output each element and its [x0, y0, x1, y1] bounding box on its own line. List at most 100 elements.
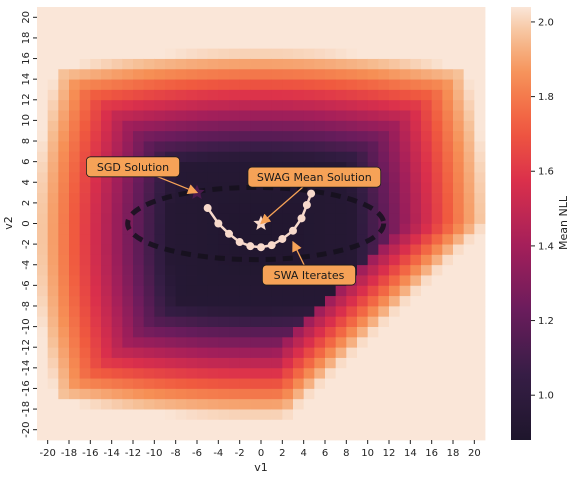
- heatmap-cell: [400, 172, 411, 183]
- heatmap-cell: [464, 182, 475, 193]
- heatmap-cell: [336, 327, 347, 338]
- heatmap-cell: [176, 100, 187, 111]
- heatmap-cell: [90, 59, 101, 70]
- heatmap-cell: [69, 131, 80, 142]
- heatmap-cell: [410, 120, 421, 131]
- heatmap-cell: [282, 193, 293, 204]
- heatmap-cell: [58, 162, 69, 173]
- heatmap-cell: [272, 316, 283, 327]
- heatmap-cell: [410, 244, 421, 255]
- heatmap-cell: [218, 69, 229, 80]
- heatmap-cell: [250, 38, 261, 49]
- heatmap-cell: [389, 120, 400, 131]
- heatmap-cell: [400, 430, 411, 441]
- heatmap-cell: [325, 285, 336, 296]
- heatmap-cell: [186, 316, 197, 327]
- heatmap-cell: [357, 69, 368, 80]
- heatmap-cell: [410, 17, 421, 28]
- heatmap-cell: [357, 316, 368, 327]
- heatmap-cell: [357, 368, 368, 379]
- heatmap-cell: [122, 254, 133, 265]
- heatmap-cell: [112, 378, 123, 389]
- heatmap-cell: [293, 399, 304, 410]
- heatmap-cell: [400, 131, 411, 142]
- heatmap-cell: [346, 203, 357, 214]
- heatmap-cell: [229, 193, 240, 204]
- x-tick-label: 0: [258, 448, 264, 459]
- heatmap-cell: [250, 203, 261, 214]
- heatmap-cell: [293, 306, 304, 317]
- heatmap-cell: [144, 28, 155, 39]
- heatmap-cell: [336, 100, 347, 111]
- heatmap-cell: [165, 89, 176, 100]
- heatmap-cell: [37, 110, 48, 121]
- heatmap-cell: [229, 141, 240, 152]
- x-tick-label: -2: [235, 448, 245, 459]
- heatmap-cell: [474, 285, 485, 296]
- heatmap-cell: [474, 48, 485, 59]
- heatmap-cell: [453, 419, 464, 430]
- heatmap-cell: [112, 59, 123, 70]
- heatmap-cell: [346, 131, 357, 142]
- heatmap-cell: [282, 337, 293, 348]
- heatmap-cell: [165, 100, 176, 111]
- heatmap-cell: [144, 17, 155, 28]
- heatmap-cell: [165, 327, 176, 338]
- heatmap-cell: [336, 48, 347, 59]
- heatmap-cell: [165, 224, 176, 235]
- heatmap-cell: [240, 79, 251, 90]
- heatmap-cell: [197, 100, 208, 111]
- heatmap-cell: [208, 347, 219, 358]
- heatmap-cell: [218, 7, 229, 18]
- heatmap-cell: [464, 316, 475, 327]
- heatmap-cell: [442, 254, 453, 265]
- heatmap-cell: [197, 17, 208, 28]
- heatmap-cell: [336, 306, 347, 317]
- heatmap-cell: [240, 224, 251, 235]
- heatmap-cell: [48, 131, 59, 142]
- heatmap-cell: [453, 327, 464, 338]
- heatmap-cell: [186, 296, 197, 307]
- y-axis-label: v2: [2, 216, 15, 230]
- heatmap-cell: [133, 79, 144, 90]
- heatmap-cell: [282, 285, 293, 296]
- heatmap-cell: [432, 409, 443, 420]
- heatmap-cell: [144, 275, 155, 286]
- heatmap-cell: [176, 419, 187, 430]
- heatmap-cell: [144, 306, 155, 317]
- heatmap-cell: [112, 430, 123, 441]
- heatmap-cell: [421, 131, 432, 142]
- heatmap-cell: [442, 48, 453, 59]
- heatmap-cell: [37, 388, 48, 399]
- heatmap-cell: [346, 110, 357, 121]
- heatmap-cell: [304, 59, 315, 70]
- heatmap-cell: [400, 79, 411, 90]
- heatmap-cell: [453, 213, 464, 224]
- heatmap-cell: [229, 316, 240, 327]
- heatmap-cell: [400, 141, 411, 152]
- heatmap-cell: [357, 285, 368, 296]
- heatmap-cell: [282, 409, 293, 420]
- heatmap-cell: [154, 79, 165, 90]
- x-tick-label: 20: [468, 448, 481, 459]
- heatmap-cell: [250, 79, 261, 90]
- heatmap-cell: [304, 378, 315, 389]
- heatmap-cell: [410, 254, 421, 265]
- heatmap-cell: [122, 234, 133, 245]
- heatmap-cell: [261, 358, 272, 369]
- heatmap-cell: [154, 316, 165, 327]
- heatmap-cell: [197, 28, 208, 39]
- heatmap-cell: [357, 120, 368, 131]
- heatmap-cell: [58, 131, 69, 142]
- heatmap-cell: [90, 28, 101, 39]
- heatmap-cell: [304, 358, 315, 369]
- heatmap-cell: [314, 89, 325, 100]
- heatmap-cell: [69, 285, 80, 296]
- heatmap-cell: [442, 131, 453, 142]
- heatmap-cell: [250, 337, 261, 348]
- heatmap-cell: [58, 17, 69, 28]
- heatmap-cell: [218, 430, 229, 441]
- heatmap-cell: [122, 337, 133, 348]
- heatmap-cell: [165, 213, 176, 224]
- heatmap-cell: [400, 48, 411, 59]
